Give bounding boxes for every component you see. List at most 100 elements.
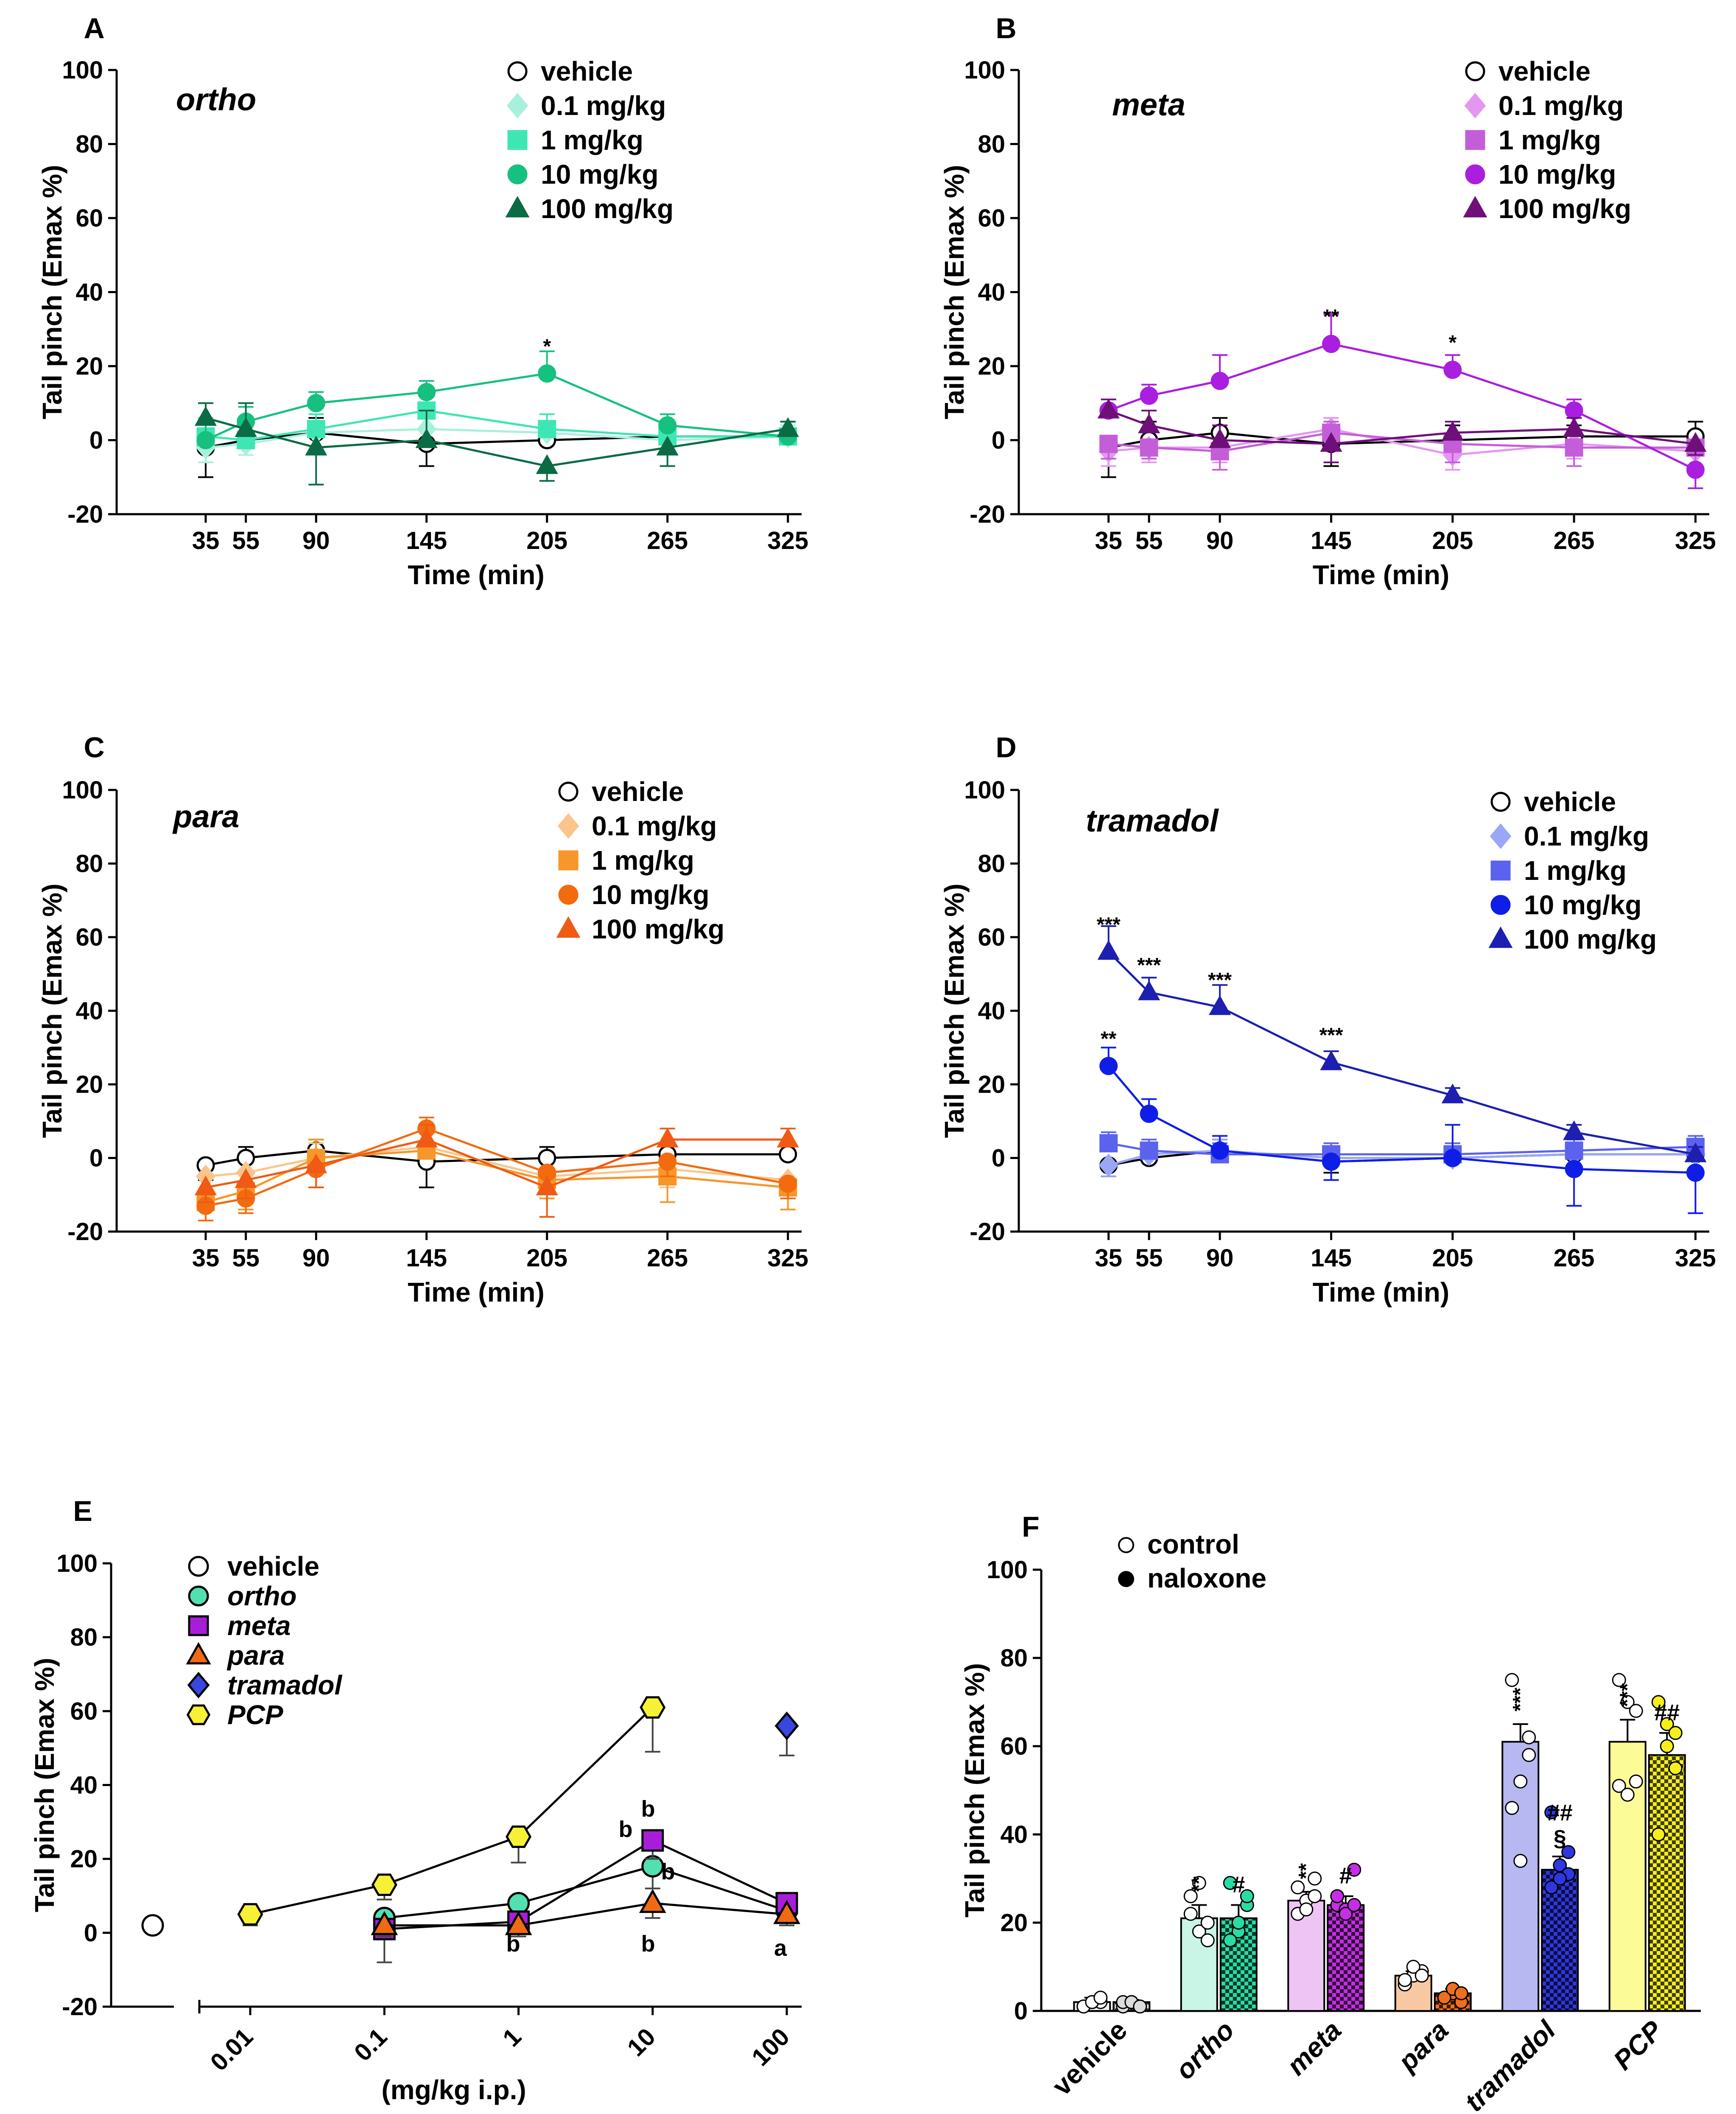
series-line bbox=[1108, 1142, 1696, 1156]
panel-letter: F bbox=[1022, 1511, 1040, 1543]
individual-point bbox=[1200, 1915, 1215, 1930]
category-label: vehicle bbox=[1046, 2015, 1133, 2101]
series-1-mg-kg bbox=[196, 1128, 797, 1221]
chart-title: para bbox=[172, 799, 239, 834]
x-tick-label: 35 bbox=[192, 527, 220, 554]
data-point bbox=[505, 1911, 532, 1935]
data-point bbox=[194, 406, 217, 426]
individual-point bbox=[1454, 1986, 1468, 2000]
panel-letter: C bbox=[84, 731, 104, 764]
y-tick-label: 80 bbox=[1000, 1644, 1028, 1672]
data-point bbox=[1140, 386, 1158, 405]
y-tick-label: 0 bbox=[992, 427, 1005, 454]
significance-label: *** bbox=[1137, 954, 1161, 977]
data-point bbox=[1138, 413, 1160, 434]
annotation-line: ## bbox=[1654, 1700, 1680, 1725]
series-vehicle bbox=[141, 1914, 164, 1937]
y-tick-label: 0 bbox=[89, 427, 103, 454]
y-tick-label: 60 bbox=[75, 924, 103, 951]
significance-label: # bbox=[1232, 1872, 1245, 1897]
data-point bbox=[656, 436, 679, 456]
data-point bbox=[1565, 1141, 1583, 1160]
x-tick-label: 205 bbox=[1432, 1244, 1473, 1272]
annotation-line: ## bbox=[1547, 1800, 1573, 1826]
y-tick-label: 40 bbox=[75, 997, 103, 1025]
x-tick-label: 325 bbox=[767, 527, 808, 554]
legend-marker bbox=[188, 1615, 209, 1636]
individual-point bbox=[1561, 1845, 1576, 1859]
individual-point bbox=[1668, 1726, 1683, 1740]
legend-marker bbox=[1465, 61, 1485, 81]
data-point bbox=[1320, 432, 1342, 452]
legend-label: 1 mg/kg bbox=[1498, 125, 1601, 155]
legend-label: vehicle bbox=[1498, 56, 1591, 87]
individual-point bbox=[1339, 1907, 1353, 1921]
individual-point bbox=[1291, 1880, 1305, 1895]
legend-marker bbox=[1490, 792, 1511, 812]
legend-marker bbox=[558, 850, 579, 871]
y-tick-label: 20 bbox=[1000, 1909, 1028, 1937]
data-point bbox=[1565, 401, 1583, 420]
significance-label: a bbox=[774, 1935, 787, 1961]
legend-label: meta bbox=[227, 1610, 291, 1641]
individual-point bbox=[1308, 1889, 1322, 1904]
individual-point bbox=[1183, 1889, 1198, 1904]
series-100-mg-kg bbox=[194, 1124, 799, 1218]
x-tick-label: 55 bbox=[232, 1244, 260, 1272]
y-tick-label: 80 bbox=[75, 131, 103, 158]
individual-point bbox=[1660, 1739, 1674, 1753]
legend-label: 0.1 mg/kg bbox=[1498, 90, 1624, 121]
legend-marker bbox=[1463, 196, 1487, 218]
data-point bbox=[1684, 1142, 1707, 1162]
data-point bbox=[1320, 1050, 1342, 1070]
individual-point bbox=[1347, 1862, 1361, 1877]
category-label: para bbox=[1392, 2015, 1454, 2078]
y-axis-title: Tail pinch (Emax %) bbox=[959, 1663, 990, 1918]
y-axis-title: Tail pinch (Emax %) bbox=[29, 1658, 60, 1912]
legend-marker bbox=[186, 1704, 211, 1725]
data-point bbox=[658, 416, 677, 435]
data-point bbox=[1563, 1120, 1585, 1140]
x-tick-label: 35 bbox=[192, 1244, 220, 1272]
data-point bbox=[1099, 1134, 1118, 1153]
individual-point bbox=[1183, 1907, 1198, 1921]
legend-label: vehicle bbox=[592, 776, 684, 807]
data-point bbox=[656, 1128, 679, 1148]
x-tick-label: 0.01 bbox=[205, 2023, 258, 2076]
legend-label: 100 mg/kg bbox=[1524, 924, 1657, 955]
y-tick-label: 20 bbox=[70, 1845, 98, 1873]
x-tick-label: 265 bbox=[647, 1244, 688, 1272]
data-point bbox=[1210, 1141, 1229, 1160]
legend-marker bbox=[556, 916, 581, 938]
data-point bbox=[235, 417, 257, 437]
data-point bbox=[538, 364, 556, 383]
legend-marker bbox=[1490, 823, 1512, 849]
significance-label: ** bbox=[1188, 1876, 1210, 1893]
data-point bbox=[507, 1892, 530, 1915]
x-tick-label: 205 bbox=[526, 527, 567, 554]
y-tick-label: 0 bbox=[89, 1145, 103, 1172]
individual-point bbox=[1505, 1801, 1519, 1815]
data-point bbox=[1099, 434, 1118, 453]
individual-point bbox=[1513, 1854, 1528, 1868]
significance-label: ** bbox=[1101, 1028, 1117, 1050]
series-100-mg-kg bbox=[194, 402, 799, 486]
x-axis-title: (mg/kg i.p.) bbox=[381, 2075, 526, 2105]
category-label: meta bbox=[1281, 2015, 1347, 2081]
y-tick-label: -20 bbox=[67, 501, 103, 528]
x-tick-label: 55 bbox=[1135, 527, 1163, 554]
y-tick-label: 40 bbox=[70, 1772, 98, 1799]
y-tick-label: 60 bbox=[978, 204, 1005, 232]
legend-label: vehicle bbox=[1524, 787, 1616, 817]
legend-marker bbox=[188, 1556, 209, 1577]
legend-marker bbox=[507, 130, 528, 150]
legend-label: PCP bbox=[227, 1700, 283, 1730]
legend-label: 1 mg/kg bbox=[1524, 855, 1627, 886]
legend-marker bbox=[1464, 92, 1486, 119]
x-tick-label: 145 bbox=[406, 527, 447, 554]
significance-label: b bbox=[619, 1817, 633, 1842]
x-tick-label: 90 bbox=[1206, 1244, 1234, 1272]
y-tick-label: 20 bbox=[978, 1071, 1005, 1098]
y-axis-title: Tail pinch (Emax %) bbox=[939, 884, 970, 1138]
data-point bbox=[305, 1153, 327, 1173]
